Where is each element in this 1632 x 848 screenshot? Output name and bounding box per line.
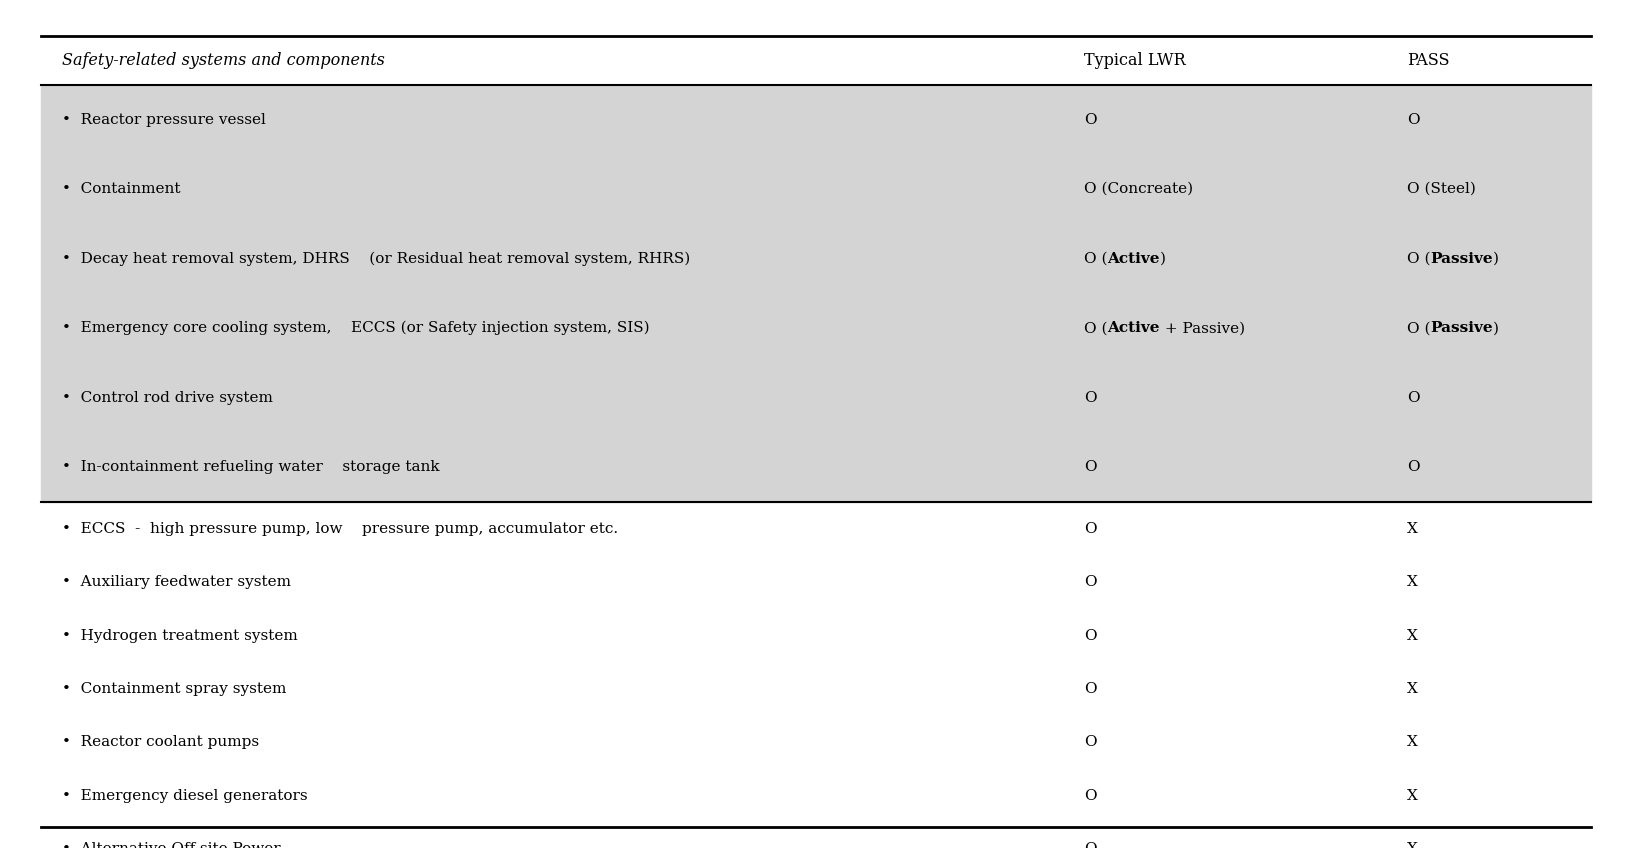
Text: X: X [1407,522,1418,536]
Text: O (: O ( [1084,321,1106,335]
Text: Passive: Passive [1430,321,1493,335]
Text: •  Control rod drive system: • Control rod drive system [62,391,273,404]
Text: •  Emergency core cooling system,    ECCS (or Safety injection system, SIS): • Emergency core cooling system, ECCS (o… [62,321,650,335]
Text: •  Containment spray system: • Containment spray system [62,682,286,696]
Text: •  In-containment refueling water    storage tank: • In-containment refueling water storage… [62,460,439,474]
Text: ): ) [1160,252,1165,265]
Text: O (Concreate): O (Concreate) [1084,182,1193,196]
Text: O (Steel): O (Steel) [1407,182,1475,196]
Text: O: O [1084,789,1097,803]
Text: X: X [1407,628,1418,643]
Text: X: X [1407,789,1418,803]
Text: O: O [1084,842,1097,848]
Bar [41,85,1591,502]
Text: Active: Active [1106,252,1160,265]
Text: •  Reactor coolant pumps: • Reactor coolant pumps [62,735,259,750]
Text: •  Decay heat removal system, DHRS    (or Residual heat removal system, RHRS): • Decay heat removal system, DHRS (or Re… [62,252,690,265]
Text: •  Auxiliary feedwater system: • Auxiliary feedwater system [62,575,290,589]
Text: •  Containment: • Containment [62,182,181,196]
Text: O: O [1407,391,1420,404]
Text: •  Reactor pressure vessel: • Reactor pressure vessel [62,113,266,126]
Text: O: O [1084,522,1097,536]
Text: •  ECCS  -  high pressure pump, low    pressure pump, accumulator etc.: • ECCS - high pressure pump, low pressur… [62,522,619,536]
Text: O: O [1407,460,1420,474]
Text: ): ) [1493,252,1498,265]
Text: Safety-related systems and components: Safety-related systems and components [62,52,385,69]
Text: O: O [1084,460,1097,474]
Text: Active: Active [1106,321,1160,335]
Text: ): ) [1493,321,1498,335]
Text: Passive: Passive [1430,252,1493,265]
Text: Typical LWR: Typical LWR [1084,52,1185,69]
Text: O: O [1084,575,1097,589]
Text: O: O [1084,391,1097,404]
Text: O: O [1407,113,1420,126]
Text: + Passive): + Passive) [1160,321,1245,335]
Bar [41,36,1591,85]
Text: X: X [1407,735,1418,750]
Text: •  Alternative Off-site Power: • Alternative Off-site Power [62,842,281,848]
Text: X: X [1407,682,1418,696]
Text: O (: O ( [1407,321,1430,335]
Text: •  Emergency diesel generators: • Emergency diesel generators [62,789,308,803]
Text: O (: O ( [1084,252,1106,265]
Text: O (: O ( [1407,252,1430,265]
Text: O: O [1084,113,1097,126]
Text: •  Hydrogen treatment system: • Hydrogen treatment system [62,628,297,643]
Text: X: X [1407,575,1418,589]
Text: O: O [1084,628,1097,643]
Text: O: O [1084,682,1097,696]
Text: O: O [1084,735,1097,750]
Text: PASS: PASS [1407,52,1449,69]
Text: X: X [1407,842,1418,848]
